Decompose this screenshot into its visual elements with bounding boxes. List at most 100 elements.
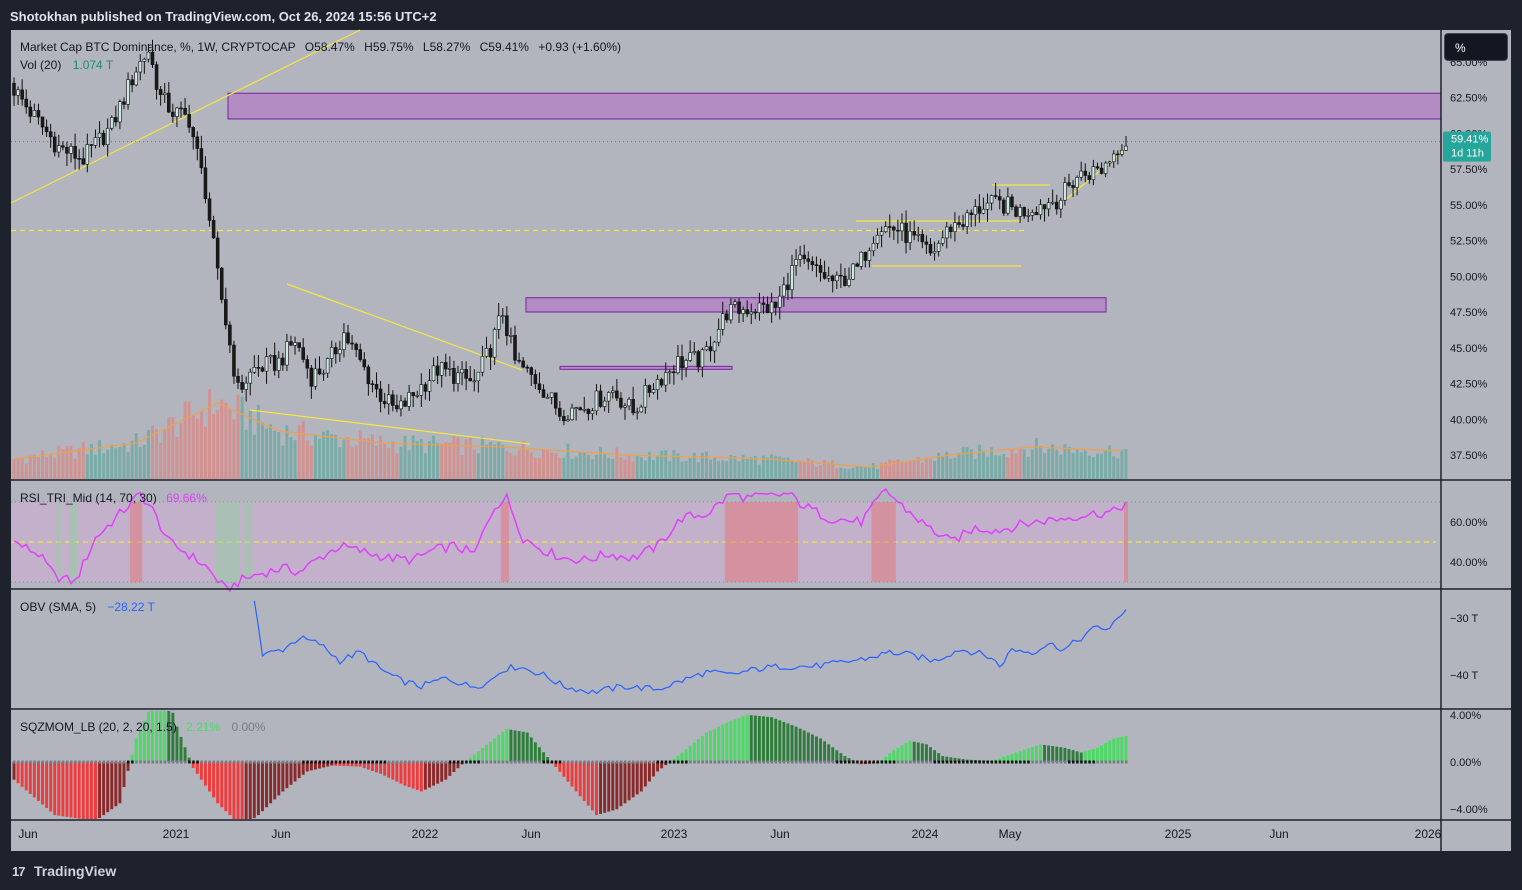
price-tick-label: 40.00% bbox=[1450, 414, 1488, 426]
candle-body bbox=[366, 366, 371, 385]
percent-scale-button[interactable]: % bbox=[1444, 33, 1508, 61]
squeeze-dot bbox=[819, 760, 823, 764]
candle-body bbox=[806, 258, 811, 262]
sqzmom-bar bbox=[110, 762, 114, 810]
candle-body bbox=[1107, 161, 1112, 164]
squeeze-dot bbox=[595, 760, 598, 764]
time-tick-label: 2026 bbox=[1415, 827, 1442, 841]
legends: Market Cap BTC Dominance, %, 1W, CRYPTOC… bbox=[20, 40, 621, 734]
squeeze-dot bbox=[1108, 760, 1112, 764]
obv-value: −28.22 T bbox=[107, 600, 155, 614]
price-tick-label: 45.00% bbox=[1450, 343, 1488, 355]
candle-body bbox=[737, 301, 741, 314]
sqzmom-bar bbox=[953, 757, 957, 762]
squeeze-dot bbox=[17, 760, 20, 764]
candle-body bbox=[936, 243, 941, 252]
sqzmom-bar bbox=[77, 762, 81, 819]
sqzmom-bar bbox=[823, 741, 827, 762]
volume-bar bbox=[179, 423, 183, 479]
sqzmom-bar bbox=[28, 762, 32, 794]
volume-bar bbox=[81, 442, 85, 479]
volume-bar bbox=[252, 434, 256, 479]
volume-bar bbox=[1034, 438, 1038, 479]
trend-line-0 bbox=[10, 29, 361, 204]
price-tick-label: 62.50% bbox=[1450, 93, 1488, 105]
price-tick-label: 37.50% bbox=[1450, 450, 1488, 462]
volume-bar bbox=[93, 454, 97, 479]
candle-body bbox=[553, 392, 558, 409]
candle-body bbox=[802, 254, 806, 260]
sqzmom-bar bbox=[1034, 745, 1038, 762]
candle-body bbox=[354, 343, 358, 350]
squeeze-dot bbox=[636, 760, 639, 764]
candle-body bbox=[496, 315, 501, 330]
candle-body bbox=[167, 92, 171, 113]
sqzmom-bar bbox=[819, 738, 822, 762]
squeeze-dot bbox=[571, 760, 574, 764]
squeeze-dot bbox=[542, 760, 546, 764]
volume-bar bbox=[725, 461, 729, 479]
candle-body bbox=[606, 392, 611, 402]
squeeze-dot bbox=[518, 760, 521, 764]
volume-bar bbox=[452, 436, 456, 479]
candle-body bbox=[134, 71, 138, 86]
candle-body bbox=[378, 388, 383, 402]
squeeze-dot bbox=[664, 760, 668, 764]
price-pane[interactable] bbox=[10, 29, 1442, 479]
sqzmom-bar bbox=[774, 718, 778, 762]
candle-body bbox=[130, 79, 134, 86]
sqzmom-bar bbox=[93, 762, 97, 819]
rsi-overbought-column bbox=[1123, 502, 1129, 582]
sqzmom-bar bbox=[782, 721, 786, 762]
sqzmom-bar bbox=[1051, 746, 1055, 762]
squeeze-dot bbox=[660, 760, 664, 764]
squeeze-dot bbox=[481, 760, 484, 764]
sqzmom-bar bbox=[578, 762, 582, 797]
squeeze-dot bbox=[404, 760, 407, 764]
volume-bar bbox=[159, 443, 163, 479]
candle-body bbox=[810, 261, 815, 265]
volume-bar bbox=[77, 448, 81, 479]
squeeze-dot bbox=[408, 760, 411, 764]
volume-bar bbox=[810, 460, 814, 479]
candle-body bbox=[920, 234, 925, 243]
rsi-pane[interactable] bbox=[11, 488, 1441, 593]
volume-bar bbox=[1059, 454, 1063, 479]
squeeze-dot bbox=[729, 760, 733, 764]
volume-bar bbox=[1038, 445, 1042, 479]
sqzmom-bar bbox=[232, 762, 236, 819]
volume-bar bbox=[1051, 444, 1055, 479]
squeeze-dot bbox=[163, 760, 167, 764]
volume-bar bbox=[110, 444, 114, 479]
squeeze-dot bbox=[982, 760, 985, 764]
squeeze-dot bbox=[925, 760, 928, 764]
volume-bar bbox=[717, 461, 721, 479]
volume-bar bbox=[350, 447, 354, 479]
volume-bar bbox=[525, 450, 529, 479]
candle-body bbox=[12, 82, 16, 96]
sqzmom-bar bbox=[839, 753, 843, 762]
price-tick-label: 57.50% bbox=[1450, 164, 1488, 176]
squeeze-dot bbox=[803, 760, 806, 764]
candle-body bbox=[199, 148, 204, 169]
sqzmom-pane[interactable] bbox=[12, 711, 1128, 819]
candle-body bbox=[908, 230, 912, 243]
candle-body bbox=[158, 89, 163, 96]
squeeze-dot bbox=[941, 760, 945, 764]
candle-body bbox=[175, 107, 179, 117]
sqzmom-bar bbox=[387, 762, 391, 778]
candle-body bbox=[1063, 182, 1067, 201]
squeeze-dot bbox=[994, 760, 998, 764]
chart-canvas[interactable]: 65.00%62.50%60.00%57.50%55.00%52.50%50.0… bbox=[0, 0, 1522, 852]
volume-bar bbox=[277, 432, 281, 479]
candle-body bbox=[171, 111, 175, 117]
ohlc-close: C59.41% bbox=[480, 40, 530, 54]
candle-body bbox=[101, 132, 106, 145]
candle-body bbox=[69, 145, 73, 154]
tradingview-brand[interactable]: 17 TradingView bbox=[12, 863, 116, 879]
obv-pane[interactable] bbox=[253, 600, 1127, 695]
volume-bar bbox=[501, 445, 505, 479]
sqzmom-bar bbox=[1055, 746, 1059, 762]
sqzmom-bar bbox=[252, 762, 256, 819]
candle-body bbox=[109, 117, 114, 129]
